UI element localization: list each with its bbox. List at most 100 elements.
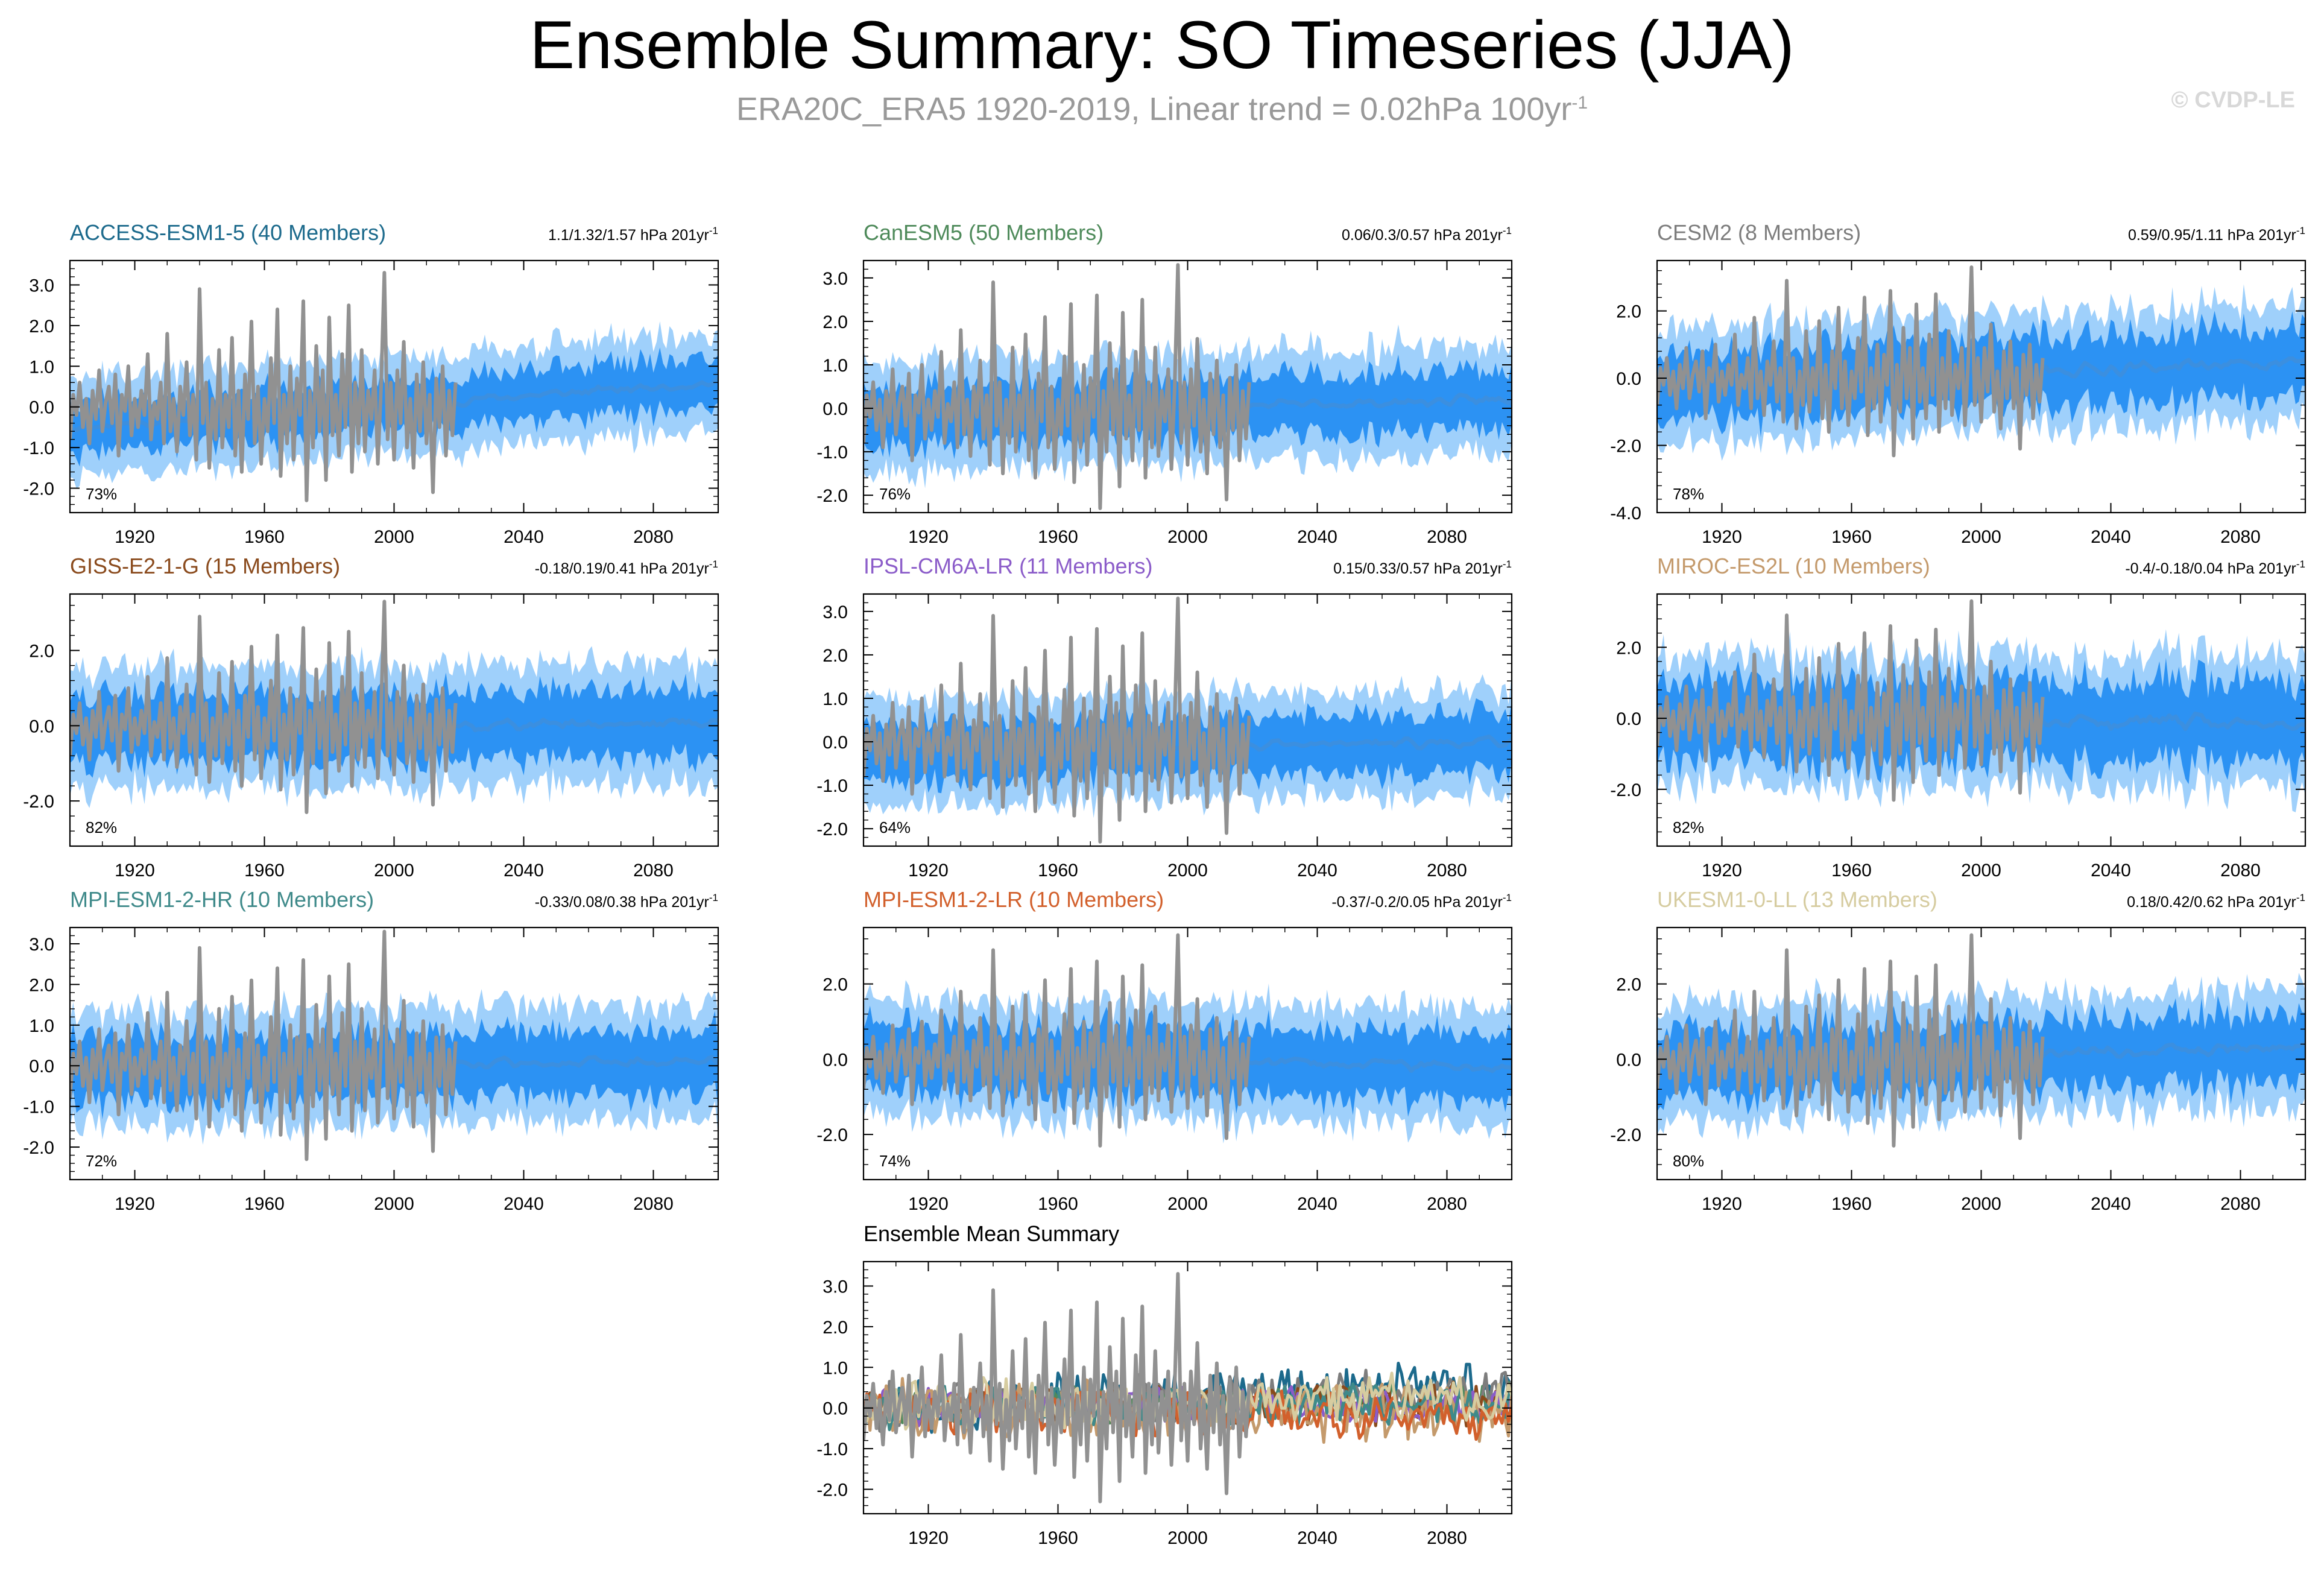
y-tick-label: -4.0 <box>1610 504 1641 523</box>
panel-stats-sup: -1 <box>709 558 718 570</box>
plot-area <box>864 1272 1512 1503</box>
x-tick-label: 2040 <box>504 1194 544 1214</box>
panel-stats-text: -0.33/0.08/0.38 hPa 201yr <box>535 894 709 911</box>
panel-giss: GISS-E2-1-G (15 Members) -0.18/0.19/0.41 … <box>23 554 719 880</box>
y-tick-label: 2.0 <box>1616 975 1641 995</box>
panel-stats: 0.59/0.95/1.11 hPa 201yr-1 <box>2128 225 2305 244</box>
y-tick-label: 1.0 <box>29 1016 54 1036</box>
y-tick-label: 0.0 <box>823 399 848 419</box>
observation-line <box>864 1272 1251 1503</box>
panel-stats-sup: -1 <box>2296 892 2305 903</box>
y-tick-label: 3.0 <box>823 602 848 622</box>
y-tick-label: 3.0 <box>823 1277 848 1297</box>
panel-stats-text: 0.15/0.33/0.57 hPa 201yr <box>1333 560 1503 577</box>
y-tick-label: 1.0 <box>823 1358 848 1378</box>
panel-stats-sup: -1 <box>1503 558 1512 570</box>
panel-title: ACCESS-ESM1-5 (40 Members) <box>70 220 386 245</box>
y-tick-label: 0.0 <box>29 1057 54 1076</box>
panel-mpihr: MPI-ESM1-2-HR (10 Members) -0.33/0.08/0.3… <box>23 887 719 1214</box>
x-tick-label: 1960 <box>1038 861 1078 880</box>
panel-title: CanESM5 (50 Members) <box>864 220 1104 245</box>
y-tick-label: -1.0 <box>816 443 848 463</box>
y-tick-label: 0.0 <box>823 733 848 753</box>
x-tick-label: 2000 <box>1961 1194 2001 1214</box>
x-tick-label: 2080 <box>633 1194 674 1214</box>
y-tick-label: 2.0 <box>823 312 848 332</box>
x-tick-label: 1920 <box>115 861 155 880</box>
panel-access: ACCESS-ESM1-5 (40 Members) 1.1/1.32/1.57 … <box>23 220 719 547</box>
observation-line <box>1657 933 2045 1148</box>
percent-label: 80% <box>1673 1152 1704 1170</box>
x-tick-label: 1920 <box>1702 1194 1742 1214</box>
x-tick-label: 2080 <box>2220 527 2261 547</box>
x-tick-label: 2080 <box>2220 861 2261 880</box>
y-tick-label: 0.0 <box>29 716 54 736</box>
panel-stats-text: -0.4/-0.18/0.04 hPa 201yr <box>2125 560 2296 577</box>
y-tick-label: 2.0 <box>1616 302 1641 322</box>
observation-line <box>70 599 458 814</box>
panel-title: IPSL-CM6A-LR (11 Members) <box>864 554 1152 578</box>
plot-area <box>864 263 1512 510</box>
panel-mpilr: MPI-ESM1-2-LR (10 Members) -0.37/-0.2/0.0… <box>816 887 1513 1214</box>
y-tick-label: 3.0 <box>823 269 848 289</box>
x-tick-label: 1920 <box>908 1528 949 1548</box>
panel-stats-sup: -1 <box>2296 225 2305 236</box>
panel-stats-text: 0.06/0.3/0.57 hPa 201yr <box>1342 227 1503 244</box>
observation-line <box>70 929 458 1162</box>
x-tick-label: 1960 <box>244 527 285 547</box>
x-tick-label: 2000 <box>374 527 414 547</box>
y-tick-label: 0.0 <box>1616 1050 1641 1070</box>
panel-stats-text: 1.1/1.32/1.57 hPa 201yr <box>548 227 709 244</box>
x-tick-label: 1920 <box>908 861 949 880</box>
x-tick-label: 2080 <box>1427 861 1467 880</box>
y-tick-label: 2.0 <box>823 975 848 995</box>
panel-cesm2: CESM2 (8 Members) 0.59/0.95/1.11 hPa 201y… <box>1610 220 2307 547</box>
x-tick-label: 2040 <box>1297 527 1337 547</box>
panel-title: MPI-ESM1-2-HR (10 Members) <box>70 887 374 912</box>
x-tick-label: 1920 <box>908 1194 949 1214</box>
panel-stats: 0.06/0.3/0.57 hPa 201yr-1 <box>1342 225 1512 244</box>
x-tick-label: 1960 <box>1038 1194 1078 1214</box>
panel-ensmean: Ensemble Mean Summary -2.0 -1.0 0.0 1.0 2.0 3.… <box>816 1221 1513 1548</box>
plot-area <box>864 933 1512 1148</box>
subtitle-superscript: -1 <box>1571 93 1588 113</box>
x-tick-label: 1920 <box>1702 527 1742 547</box>
y-tick-label: 2.0 <box>823 1318 848 1338</box>
x-tick-label: 1920 <box>115 527 155 547</box>
percent-label: 73% <box>86 485 117 503</box>
y-tick-label: 2.0 <box>1616 638 1641 658</box>
panel-stats: -0.33/0.08/0.38 hPa 201yr-1 <box>535 892 718 911</box>
x-tick-label: 2080 <box>2220 1194 2261 1214</box>
x-tick-label: 2000 <box>374 1194 414 1214</box>
y-tick-label: -2.0 <box>816 486 848 506</box>
panel-stats-sup: -1 <box>709 225 718 236</box>
percent-label: 72% <box>86 1152 117 1170</box>
page-subtitle: ERA20C_ERA5 1920-2019, Linear trend = 0.… <box>0 90 2324 128</box>
percent-label: 82% <box>1673 818 1704 836</box>
panel-stats-sup: -1 <box>1503 892 1512 903</box>
plot-area <box>70 929 718 1162</box>
panel-stats: 0.18/0.42/0.62 hPa 201yr-1 <box>2127 892 2305 911</box>
x-tick-label: 1960 <box>244 1194 285 1214</box>
panel-stats-sup: -1 <box>709 892 718 903</box>
panel-stats: -0.4/-0.18/0.04 hPa 201yr-1 <box>2125 558 2305 577</box>
panel-stats: -0.37/-0.2/0.05 hPa 201yr-1 <box>1331 892 1512 911</box>
y-tick-label: -2.0 <box>1610 1125 1641 1145</box>
observation-line <box>864 596 1251 844</box>
panel-title: GISS-E2-1-G (15 Members) <box>70 554 340 578</box>
x-tick-label: 2000 <box>1167 1194 1208 1214</box>
x-tick-label: 2080 <box>1427 527 1467 547</box>
panel-title: CESM2 (8 Members) <box>1657 220 1861 245</box>
observation-line <box>864 933 1251 1148</box>
y-tick-label: 3.0 <box>29 276 54 296</box>
panel-stats-text: 0.59/0.95/1.11 hPa 201yr <box>2128 227 2296 244</box>
panel-ukesm: UKESM1-0-LL (13 Members) 0.18/0.42/0.62 h… <box>1610 887 2307 1214</box>
y-tick-label: -2.0 <box>1610 437 1641 457</box>
y-tick-label: -1.0 <box>816 1440 848 1459</box>
percent-label: 76% <box>879 485 911 503</box>
x-tick-label: 2000 <box>1167 861 1208 880</box>
y-tick-label: -1.0 <box>23 438 54 458</box>
x-tick-label: 2040 <box>2091 1194 2131 1214</box>
x-tick-label: 1920 <box>1702 861 1742 880</box>
